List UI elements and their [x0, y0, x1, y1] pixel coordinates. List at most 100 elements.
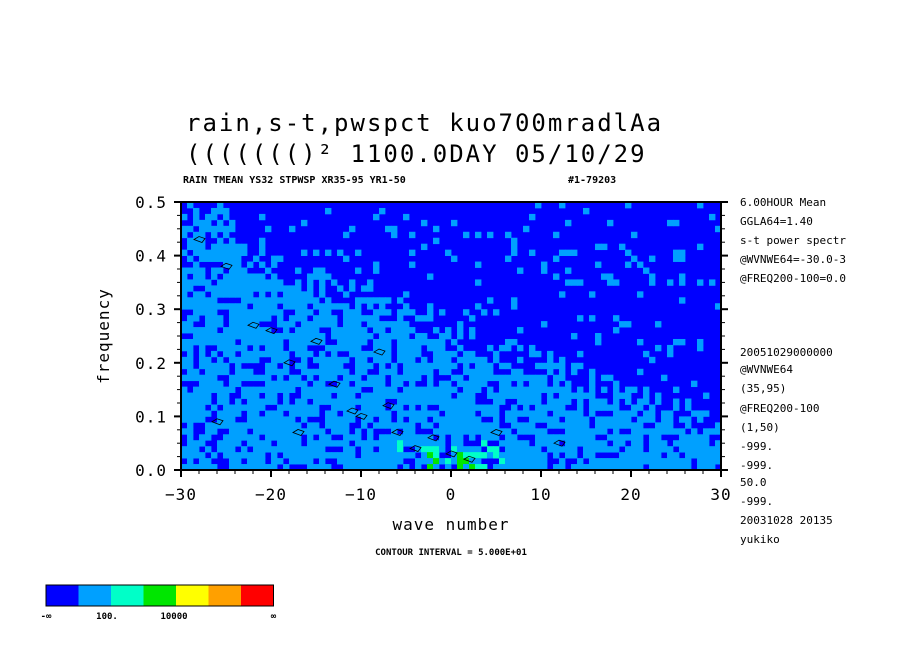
heatmap-cell: [295, 279, 302, 286]
heatmap-cell: [205, 225, 212, 233]
heatmap-cell: [205, 464, 212, 471]
heatmap-cell: [415, 416, 422, 423]
heatmap-cell: [499, 452, 506, 459]
heatmap-cells: [181, 202, 722, 471]
heatmap-cell: [199, 350, 206, 358]
heatmap-cell: [649, 273, 656, 280]
heatmap-cell: [361, 362, 368, 370]
heatmap-cell: [673, 338, 680, 346]
heatmap-cell: [253, 321, 260, 328]
heatmap-cell: [253, 333, 260, 340]
heatmap-cell: [421, 404, 428, 411]
heatmap-cell: [613, 446, 620, 453]
heatmap-cell: [679, 446, 686, 453]
heatmap-cell: [469, 428, 476, 435]
heatmap-cell: [235, 368, 242, 376]
heatmap-cell: [235, 464, 242, 471]
heatmap-cell: [553, 404, 560, 411]
legend-swatch: [241, 585, 274, 606]
heatmap-cell: [565, 386, 572, 393]
heatmap-cell: [235, 243, 242, 251]
heatmap-cell: [193, 464, 200, 471]
heatmap-cell: [493, 398, 500, 405]
heatmap-cell: [319, 458, 326, 465]
heatmap-cell: [649, 279, 656, 286]
heatmap-cell: [355, 440, 362, 447]
heatmap-cell: [283, 434, 290, 441]
heatmap-cell: [427, 309, 434, 316]
heatmap-cell: [379, 386, 386, 393]
heatmap-cell: [289, 410, 296, 417]
heatmap-cell: [691, 446, 698, 453]
heatmap-cell: [679, 297, 686, 304]
heatmap-cell: [331, 416, 338, 423]
heatmap-cell: [583, 434, 590, 441]
heatmap-cell: [349, 338, 356, 346]
heatmap-cell: [517, 344, 524, 352]
heatmap-cell: [667, 416, 674, 423]
heatmap-cell: [271, 392, 278, 399]
heatmap-cell: [205, 338, 212, 346]
heatmap-cell: [661, 422, 668, 429]
heatmap-cell: [241, 249, 248, 256]
heatmap-cell: [211, 309, 218, 316]
heatmap-cell: [307, 410, 314, 417]
heatmap-cell: [529, 392, 536, 399]
heatmap-cell: [499, 362, 506, 370]
heatmap-cell: [355, 368, 362, 376]
heatmap-cell: [655, 458, 662, 465]
heatmap-cell: [589, 374, 596, 382]
heatmap-cell: [253, 392, 260, 399]
heatmap-cell: [349, 446, 356, 453]
heatmap-cell: [451, 446, 458, 453]
heatmap-cell: [235, 333, 242, 340]
heatmap-cell: [571, 434, 578, 441]
heatmap-cell: [469, 458, 476, 465]
heatmap-cell: [337, 416, 344, 423]
heatmap-cell: [217, 237, 224, 245]
heatmap-cell: [625, 249, 632, 256]
heatmap-cell: [271, 386, 278, 393]
heatmap-cell: [211, 386, 218, 393]
heatmap-cell: [259, 237, 266, 245]
heatmap-cell: [259, 422, 266, 429]
heatmap-cell: [217, 398, 224, 405]
heatmap-cell: [451, 404, 458, 411]
heatmap-cell: [199, 273, 206, 280]
heatmap-cell: [259, 374, 266, 382]
heatmap-cell: [427, 464, 434, 471]
heatmap-cell: [337, 362, 344, 370]
heatmap-cell: [289, 422, 296, 429]
heatmap-cell: [271, 452, 278, 459]
legend-label: -∞: [41, 612, 52, 622]
heatmap-cell: [691, 452, 698, 459]
heatmap-cell: [229, 464, 236, 471]
heatmap-cell: [265, 410, 272, 417]
legend-swatch: [46, 585, 79, 606]
heatmap-cell: [313, 428, 320, 435]
heatmap-cell: [703, 458, 710, 465]
heatmap-cell: [247, 327, 254, 334]
heatmap-cell: [469, 333, 476, 340]
heatmap-cell: [409, 386, 416, 393]
heatmap-cell: [553, 273, 560, 280]
heatmap-cell: [673, 464, 680, 471]
heatmap-cell: [667, 350, 674, 358]
heatmap-cell: [235, 255, 242, 262]
y-tick-label: 0.3: [135, 300, 167, 319]
heatmap-cell: [211, 404, 218, 411]
heatmap-cell: [715, 458, 722, 465]
heatmap-cell: [487, 404, 494, 411]
heatmap-cell: [469, 434, 476, 441]
heatmap-cell: [415, 464, 422, 471]
heatmap-cell: [661, 428, 668, 435]
heatmap-cell: [181, 338, 188, 346]
heatmap-cell: [397, 338, 404, 346]
heatmap-cell: [259, 291, 266, 298]
heatmap-cell: [481, 309, 488, 316]
heatmap-cell: [409, 338, 416, 346]
heatmap-cell: [313, 410, 320, 417]
heatmap-cell: [469, 422, 476, 429]
heatmap-cell: [361, 458, 368, 465]
heatmap-cell: [289, 440, 296, 447]
